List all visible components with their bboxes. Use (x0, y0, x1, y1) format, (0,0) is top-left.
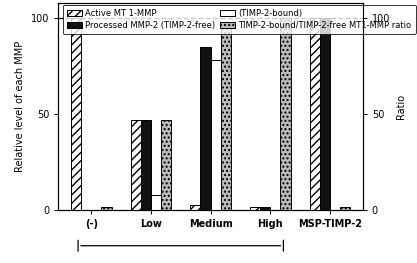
Y-axis label: Ratio: Ratio (396, 94, 406, 119)
Bar (221, 24, 231, 210)
Bar (320, 18, 330, 210)
Bar (141, 120, 151, 210)
Legend: Active MT 1-MMP, Processed MMP-2 (TIMP-2-free), (TIMP-2-bound), TIMP-2-bound/TIM: Active MT 1-MMP, Processed MMP-2 (TIMP-2… (63, 5, 416, 34)
Bar (131, 120, 141, 210)
Bar (340, 206, 350, 210)
Bar (201, 47, 211, 210)
Bar (161, 120, 171, 210)
Bar (211, 60, 221, 210)
Y-axis label: Relative level of each MMP: Relative level of each MMP (15, 41, 25, 172)
Bar (101, 206, 111, 210)
Bar (280, 18, 291, 210)
Bar (260, 206, 270, 210)
Bar (250, 206, 260, 210)
Bar (190, 205, 201, 210)
Bar (71, 18, 81, 210)
Bar (310, 18, 320, 210)
Bar (151, 195, 161, 210)
